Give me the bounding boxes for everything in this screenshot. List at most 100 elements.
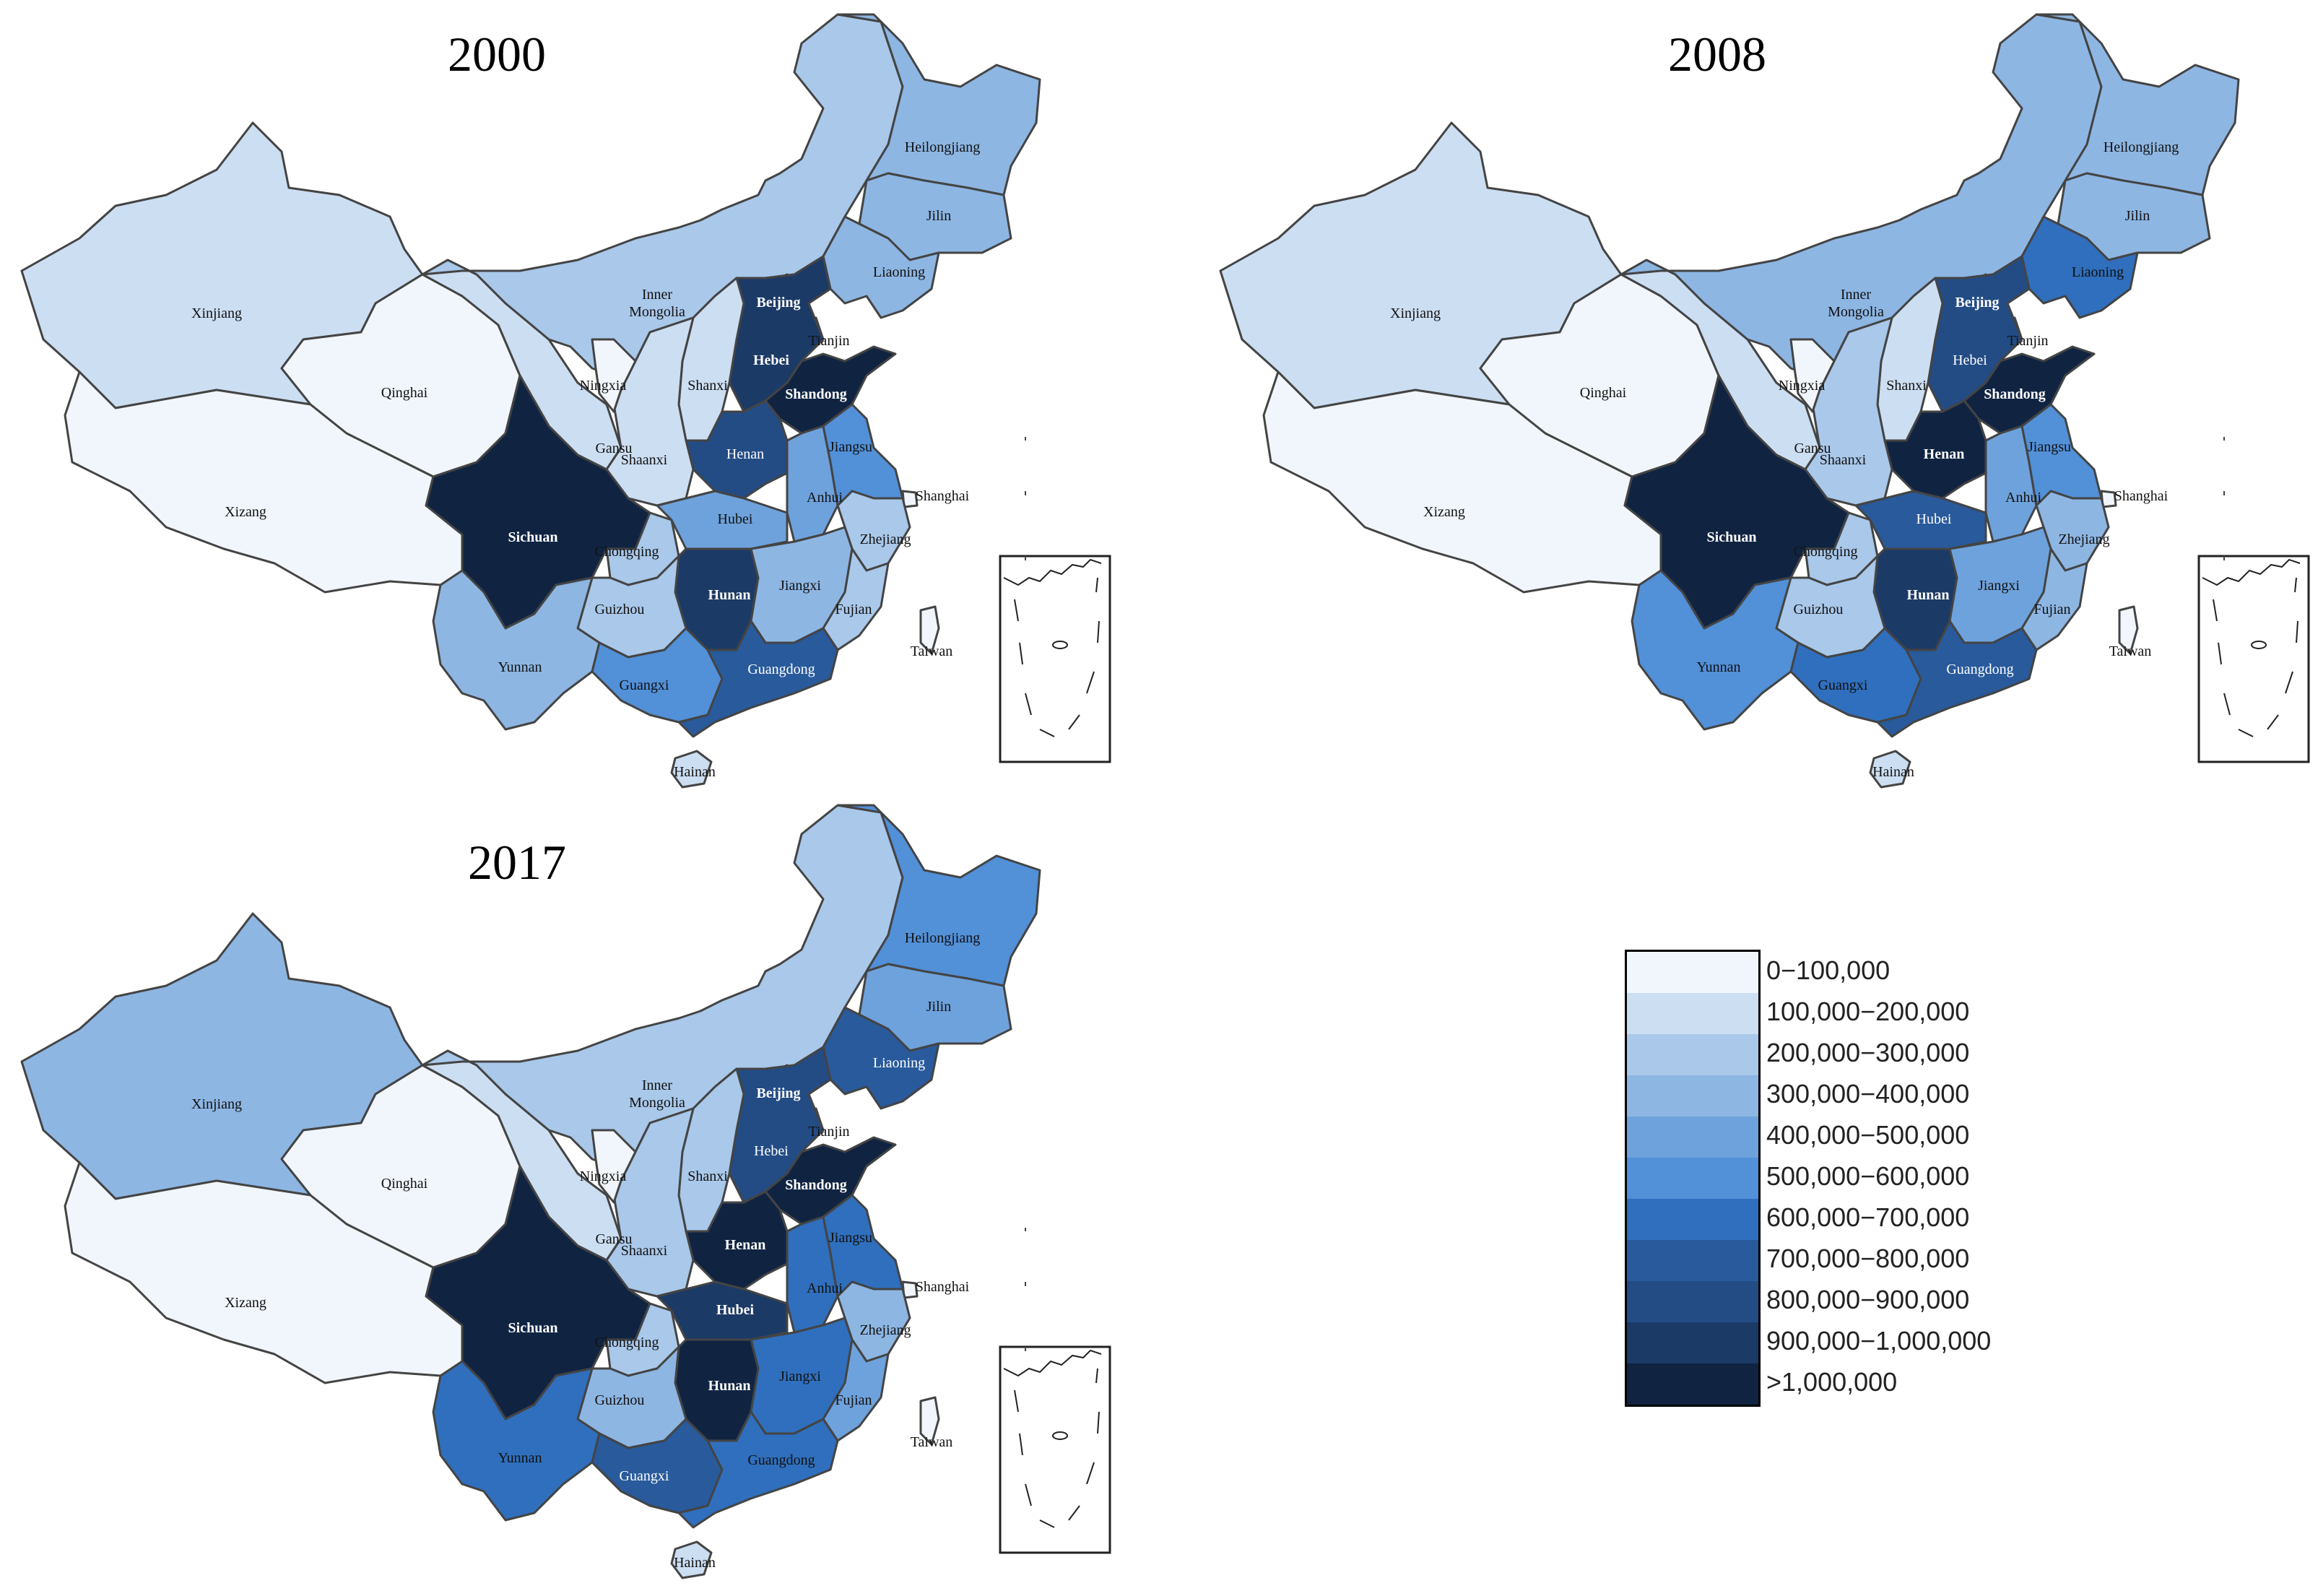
- province-label-chongqing: Chongqing: [1794, 544, 1858, 560]
- province-label-shaanxi: Shaanxi: [1820, 452, 1867, 468]
- province-label-hubei: Hubei: [716, 1302, 755, 1318]
- province-label-qinghai: Qinghai: [1580, 385, 1627, 401]
- province-liaoning: [822, 1006, 940, 1110]
- map-svg: Xinjiang Xizang Qinghai Gansu Inner Mongolia H…: [20, 13, 1111, 789]
- province-label-yunnan: Yunnan: [498, 1450, 542, 1466]
- province-anhui: [1984, 425, 2038, 543]
- province-label-jiangsu: Jiangsu: [2028, 439, 2071, 455]
- map-svg: Xinjiang Xizang Qinghai Gansu Inner Mongolia H…: [20, 804, 1111, 1579]
- legend-label: 0−100,000: [1766, 955, 1891, 985]
- province-label-tianjin: Tianjin: [2007, 333, 2048, 349]
- province-label-yunnan: Yunnan: [1696, 659, 1740, 675]
- province-label-jiangxi: Jiangxi: [779, 578, 821, 594]
- legend-swatch: [1627, 1240, 1758, 1281]
- province-shaanxi: [605, 316, 695, 507]
- province-ningxia: [591, 1129, 637, 1204]
- province-label-yunnan: Yunnan: [498, 659, 542, 675]
- legend-swatch: [1627, 1199, 1758, 1240]
- province-label-inner-mongolia: Inner Mongolia: [629, 1077, 685, 1111]
- legend-label: 300,000−400,000: [1766, 1079, 1970, 1109]
- province-label-beijing: Beijing: [756, 295, 800, 311]
- province-label-zhejiang: Zhejiang: [859, 1322, 911, 1338]
- province-label-xinjiang: Xinjiang: [191, 305, 242, 321]
- province-label-liaoning: Liaoning: [2072, 264, 2124, 280]
- province-heilongjiang: [836, 804, 1041, 987]
- province-label-inner-mongolia: Inner Mongolia: [629, 287, 685, 320]
- province-ningxia: [1789, 338, 1836, 413]
- province-yunnan: [1631, 569, 1800, 731]
- province-label-hainan: Hainan: [674, 764, 716, 780]
- legend-label: 200,000−300,000: [1766, 1038, 1970, 1067]
- province-label-qinghai: Qinghai: [381, 1176, 428, 1192]
- province-label-fujian: Fujian: [2033, 602, 2070, 617]
- province-label-hunan: Hunan: [1907, 587, 1950, 603]
- province-shaanxi: [605, 1107, 695, 1298]
- province-label-guangdong: Guangdong: [1946, 662, 2013, 677]
- province-hainan: [670, 1540, 713, 1579]
- province-label-xinjiang: Xinjiang: [191, 1096, 242, 1112]
- legend-swatch: [1627, 1075, 1758, 1116]
- province-label-jiangxi: Jiangxi: [1978, 578, 2020, 594]
- province-label-hainan: Hainan: [1872, 764, 1914, 780]
- province-label-shandong: Shandong: [785, 1177, 847, 1193]
- legend-label: 700,000−800,000: [1766, 1244, 1970, 1273]
- legend-color-scale: [1625, 950, 1761, 1407]
- province-label-heilongjiang: Heilongjiang: [2104, 139, 2179, 155]
- province-label-gansu: Gansu: [1794, 441, 1831, 456]
- province-guangdong: [677, 620, 839, 738]
- province-hainan: [670, 750, 713, 789]
- map-svg: Xinjiang Xizang Qinghai Gansu Inner Mongolia H…: [1219, 13, 2310, 789]
- province-label-beijing: Beijing: [1955, 295, 1999, 311]
- province-label-xizang: Xizang: [225, 504, 266, 520]
- province-label-anhui: Anhui: [2005, 490, 2041, 506]
- map-2008: Xinjiang Xizang Qinghai Gansu Inner Mongolia H…: [1199, 0, 2318, 794]
- province-label-anhui: Anhui: [807, 1280, 843, 1296]
- province-label-taiwan: Taiwan: [911, 1434, 953, 1450]
- province-label-jilin: Jilin: [2125, 208, 2150, 224]
- province-label-liaoning: Liaoning: [873, 1055, 925, 1071]
- legend-label: 900,000−1,000,000: [1766, 1326, 1992, 1356]
- province-label-chongqing: Chongqing: [595, 544, 659, 560]
- legend-label: 400,000−500,000: [1766, 1120, 1970, 1150]
- map-title: 2000: [448, 27, 546, 82]
- province-label-gansu: Gansu: [595, 1231, 632, 1247]
- province-label-heilongjiang: Heilongjiang: [905, 139, 980, 155]
- province-label-fujian: Fujian: [835, 602, 872, 617]
- province-label-xizang: Xizang: [1423, 504, 1465, 520]
- map-2000: Xinjiang Xizang Qinghai Gansu Inner Mongolia H…: [0, 0, 1127, 794]
- legend-label: 100,000−200,000: [1766, 997, 1970, 1026]
- legend-swatch: [1627, 993, 1758, 1034]
- province-label-ningxia: Ningxia: [580, 378, 627, 394]
- province-label-shaanxi: Shaanxi: [621, 1243, 668, 1259]
- legend-swatch: [1627, 952, 1758, 993]
- province-label-sichuan: Sichuan: [508, 529, 558, 545]
- south-china-sea-inset: [999, 1345, 1111, 1554]
- province-label-jilin: Jilin: [926, 208, 951, 224]
- legend-label: >1,000,000: [1766, 1367, 1898, 1397]
- province-label-shanghai: Shanghai: [916, 1279, 970, 1295]
- province-label-taiwan: Taiwan: [911, 643, 953, 659]
- province-label-zhejiang: Zhejiang: [2058, 532, 2109, 547]
- province-label-beijing: Beijing: [756, 1085, 800, 1101]
- province-label-hunan: Hunan: [708, 1378, 751, 1394]
- province-label-xizang: Xizang: [225, 1295, 266, 1311]
- province-label-shandong: Shandong: [785, 386, 847, 402]
- province-label-heilongjiang: Heilongjiang: [905, 930, 980, 946]
- province-label-hainan: Hainan: [674, 1555, 716, 1571]
- province-guangdong: [677, 1410, 839, 1529]
- province-label-shaanxi: Shaanxi: [621, 452, 668, 468]
- south-china-sea-inset: [2197, 555, 2310, 763]
- province-label-liaoning: Liaoning: [873, 264, 925, 280]
- province-label-guizhou: Guizhou: [595, 602, 645, 617]
- province-label-inner-mongolia: Inner Mongolia: [1828, 287, 1884, 320]
- province-label-henan: Henan: [1924, 446, 1965, 462]
- south-china-sea-inset: [999, 555, 1111, 763]
- province-label-guizhou: Guizhou: [595, 1392, 645, 1408]
- province-shaanxi: [1804, 316, 1893, 507]
- province-label-henan: Henan: [725, 1237, 766, 1253]
- province-hubei: [656, 1280, 789, 1341]
- legend-label: 600,000−700,000: [1766, 1202, 1970, 1232]
- province-label-hunan: Hunan: [708, 587, 751, 603]
- province-label-hebei: Hebei: [754, 1143, 789, 1159]
- province-fujian: [822, 547, 890, 651]
